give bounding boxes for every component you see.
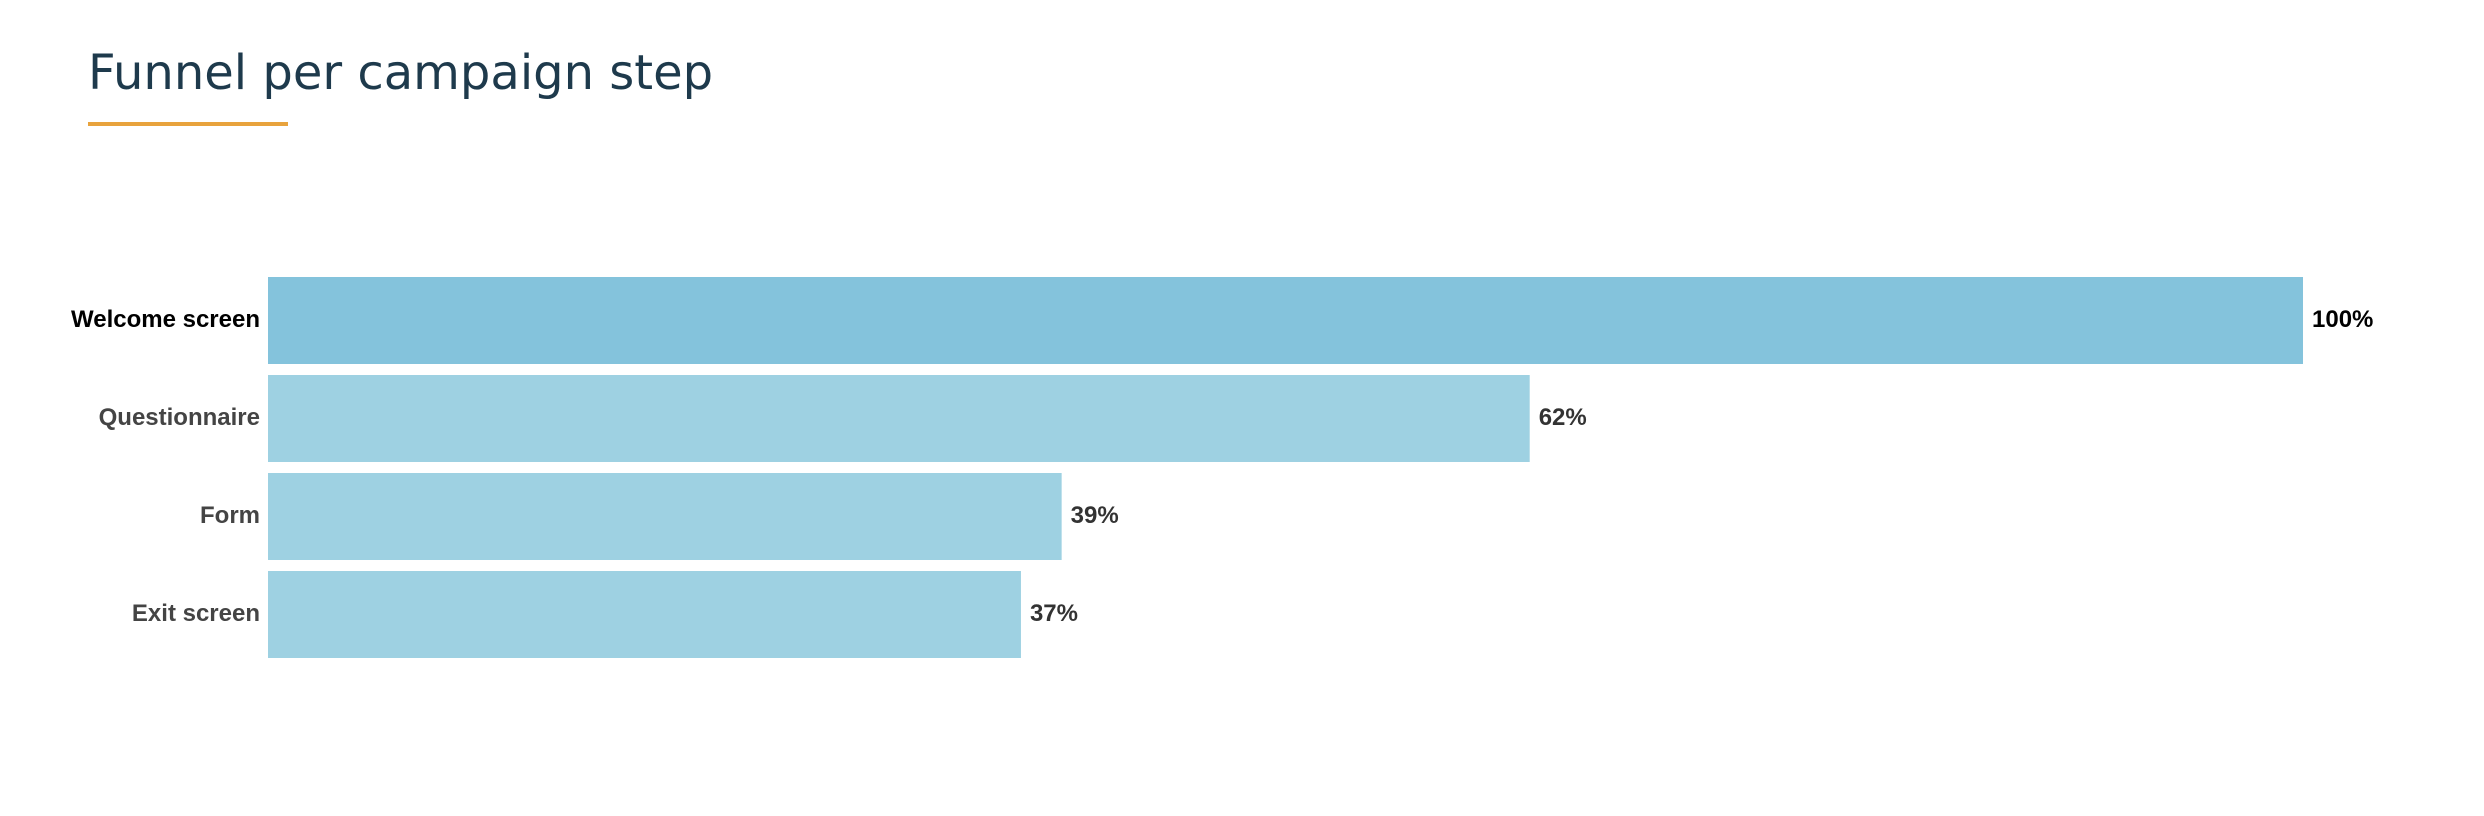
title-underline xyxy=(88,122,288,126)
value-label: 62% xyxy=(1539,404,1587,431)
category-label: Questionnaire xyxy=(99,404,260,431)
category-label: Welcome screen xyxy=(71,306,260,333)
bar xyxy=(268,375,1530,462)
category-label: Exit screen xyxy=(132,600,260,627)
chart-title: Funnel per campaign step xyxy=(88,45,713,101)
bar xyxy=(268,473,1062,560)
bar xyxy=(268,277,2303,364)
category-label: Form xyxy=(200,502,260,529)
value-label: 100% xyxy=(2312,306,2373,333)
value-label: 37% xyxy=(1030,600,1078,627)
bar xyxy=(268,571,1021,658)
value-label: 39% xyxy=(1071,502,1119,529)
